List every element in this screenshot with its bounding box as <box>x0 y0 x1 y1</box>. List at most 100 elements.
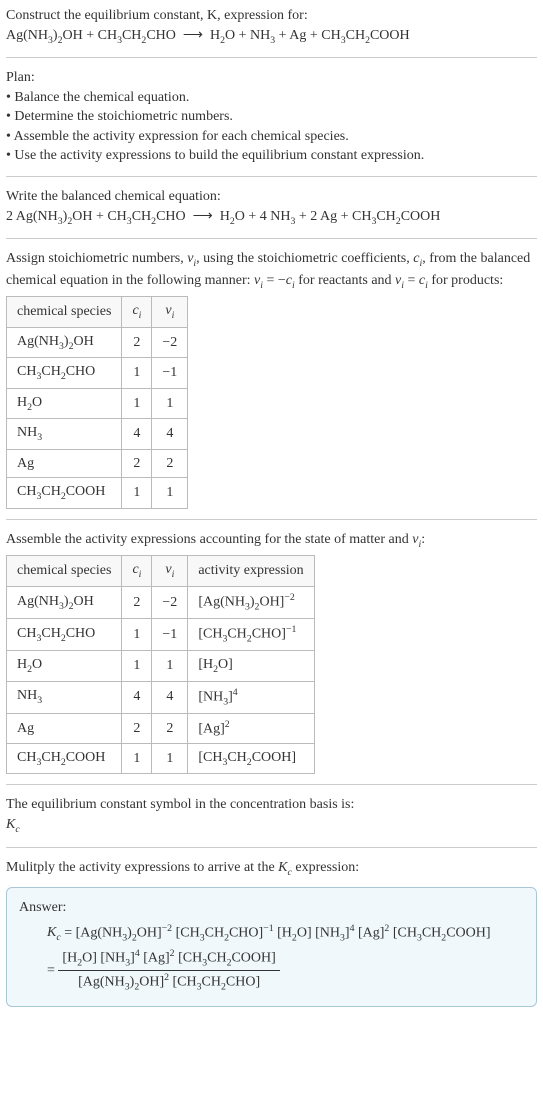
cell-vi: −2 <box>152 586 188 618</box>
cell-vi: 2 <box>152 713 188 743</box>
plan-item-text: Assemble the activity expression for eac… <box>14 129 349 144</box>
col-species: chemical species <box>7 297 122 328</box>
table-row: NH344 <box>7 419 188 450</box>
cell-ci: 1 <box>122 743 152 774</box>
equals-sign: = <box>47 963 58 978</box>
plan-item: • Determine the stoichiometric numbers. <box>6 107 537 127</box>
intro-equation: Ag(NH3)2OH + CH3CH2CHO ⟶ H2O + NH3 + Ag … <box>6 26 537 48</box>
cell-species: Ag <box>7 449 122 478</box>
stoich-table: chemical species ci νi Ag(NH3)2OH2−2CH3C… <box>6 296 188 509</box>
cell-vi: 4 <box>152 681 188 713</box>
cell-activity: [CH3CH2CHO]−1 <box>188 618 314 650</box>
cell-ci: 1 <box>122 618 152 650</box>
cell-activity: [CH3CH2COOH] <box>188 743 314 774</box>
cell-vi: 1 <box>152 478 188 509</box>
plan-item-text: Use the activity expressions to build th… <box>14 148 424 163</box>
cell-activity: [Ag]2 <box>188 713 314 743</box>
table-row: Ag(NH3)2OH2−2 <box>7 327 188 358</box>
table-row: Ag22[Ag]2 <box>7 713 315 743</box>
answer-box: Answer: Kc = [Ag(NH3)2OH]−2 [CH3CH2CHO]−… <box>6 887 537 1007</box>
cell-vi: 1 <box>152 388 188 419</box>
symbol-section: The equilibrium constant symbol in the c… <box>6 795 537 836</box>
cell-activity: [H2O] <box>188 651 314 682</box>
table-row: CH3CH2COOH11[CH3CH2COOH] <box>7 743 315 774</box>
divider <box>6 784 537 785</box>
table-row: H2O11 <box>7 388 188 419</box>
divider <box>6 519 537 520</box>
fraction: [H2O] [NH3]4 [Ag]2 [CH3CH2COOH] [Ag(NH3)… <box>58 947 279 994</box>
cell-species: CH3CH2CHO <box>7 618 122 650</box>
plan-item: • Balance the chemical equation. <box>6 88 537 108</box>
cell-vi: 4 <box>152 419 188 450</box>
plan-title: Plan: <box>6 68 537 88</box>
cell-ci: 1 <box>122 478 152 509</box>
plan-item: • Assemble the activity expression for e… <box>6 127 537 147</box>
divider <box>6 176 537 177</box>
multiply-text: Mulitply the activity expressions to arr… <box>6 858 537 880</box>
assign-section: Assign stoichiometric numbers, νi, using… <box>6 249 537 509</box>
table-header-row: chemical species ci νi <box>7 297 188 328</box>
table-row: Ag(NH3)2OH2−2[Ag(NH3)2OH]−2 <box>7 586 315 618</box>
symbol-value: Kc <box>6 815 537 837</box>
answer-label: Answer: <box>19 898 524 918</box>
table-row: CH3CH2COOH11 <box>7 478 188 509</box>
cell-ci: 2 <box>122 713 152 743</box>
col-vi: νi <box>152 556 188 587</box>
balanced-equation: 2 Ag(NH3)2OH + CH3CH2CHO ⟶ H2O + 4 NH3 +… <box>6 207 537 229</box>
cell-species: CH3CH2CHO <box>7 358 122 389</box>
cell-species: CH3CH2COOH <box>7 478 122 509</box>
cell-vi: −2 <box>152 327 188 358</box>
balanced-title: Write the balanced chemical equation: <box>6 187 537 207</box>
cell-vi: 1 <box>152 743 188 774</box>
col-vi: νi <box>152 297 188 328</box>
cell-species: NH3 <box>7 419 122 450</box>
balanced-section: Write the balanced chemical equation: 2 … <box>6 187 537 228</box>
cell-ci: 2 <box>122 586 152 618</box>
table-row: Ag22 <box>7 449 188 478</box>
divider <box>6 238 537 239</box>
plan-item-text: Balance the chemical equation. <box>14 90 189 105</box>
col-species: chemical species <box>7 556 122 587</box>
divider <box>6 847 537 848</box>
plan-item: • Use the activity expressions to build … <box>6 146 537 166</box>
table-row: CH3CH2CHO1−1[CH3CH2CHO]−1 <box>7 618 315 650</box>
answer-line2: = [H2O] [NH3]4 [Ag]2 [CH3CH2COOH] [Ag(NH… <box>47 947 524 994</box>
cell-ci: 1 <box>122 651 152 682</box>
intro-line1: Construct the equilibrium constant, K, e… <box>6 6 537 26</box>
cell-vi: 2 <box>152 449 188 478</box>
fraction-numerator: [H2O] [NH3]4 [Ag]2 [CH3CH2COOH] <box>58 947 279 971</box>
cell-activity: [NH3]4 <box>188 681 314 713</box>
cell-vi: −1 <box>152 618 188 650</box>
answer-line1: Kc = [Ag(NH3)2OH]−2 [CH3CH2CHO]−1 [H2O] … <box>47 922 524 945</box>
cell-species: Ag(NH3)2OH <box>7 327 122 358</box>
cell-species: Ag <box>7 713 122 743</box>
activity-table: chemical species ci νi activity expressi… <box>6 555 315 774</box>
symbol-text: The equilibrium constant symbol in the c… <box>6 795 537 815</box>
cell-ci: 4 <box>122 419 152 450</box>
divider <box>6 57 537 58</box>
cell-vi: −1 <box>152 358 188 389</box>
multiply-section: Mulitply the activity expressions to arr… <box>6 858 537 880</box>
assign-text: Assign stoichiometric numbers, νi, using… <box>6 249 537 292</box>
cell-species: H2O <box>7 388 122 419</box>
cell-activity: [Ag(NH3)2OH]−2 <box>188 586 314 618</box>
plan-section: Plan: • Balance the chemical equation. •… <box>6 68 537 166</box>
table-row: CH3CH2CHO1−1 <box>7 358 188 389</box>
cell-species: NH3 <box>7 681 122 713</box>
cell-ci: 1 <box>122 358 152 389</box>
cell-ci: 2 <box>122 449 152 478</box>
cell-ci: 4 <box>122 681 152 713</box>
table-row: H2O11[H2O] <box>7 651 315 682</box>
table-row: NH344[NH3]4 <box>7 681 315 713</box>
cell-species: CH3CH2COOH <box>7 743 122 774</box>
assemble-section: Assemble the activity expressions accoun… <box>6 530 537 775</box>
col-ci: ci <box>122 556 152 587</box>
col-ci: ci <box>122 297 152 328</box>
plan-item-text: Determine the stoichiometric numbers. <box>14 109 233 124</box>
cell-ci: 2 <box>122 327 152 358</box>
table-header-row: chemical species ci νi activity expressi… <box>7 556 315 587</box>
assemble-text: Assemble the activity expressions accoun… <box>6 530 537 552</box>
intro-section: Construct the equilibrium constant, K, e… <box>6 6 537 47</box>
cell-species: H2O <box>7 651 122 682</box>
fraction-denominator: [Ag(NH3)2OH]2 [CH3CH2CHO] <box>58 971 279 994</box>
